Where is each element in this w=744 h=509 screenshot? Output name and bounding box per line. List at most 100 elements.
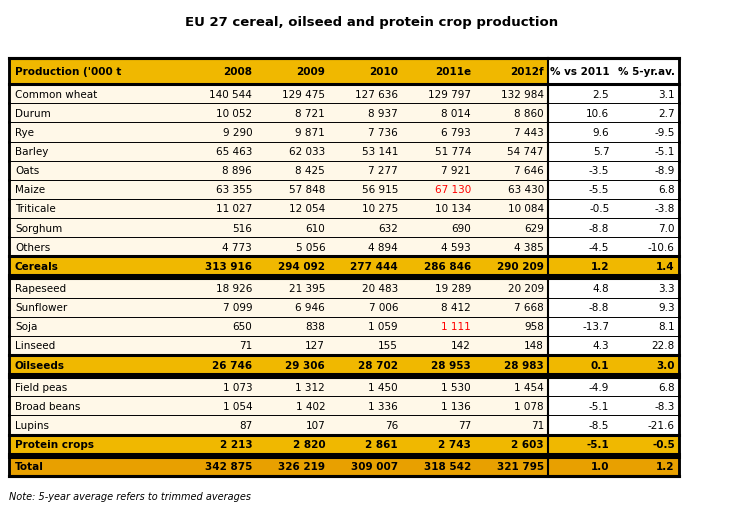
Text: 4.3: 4.3 <box>593 341 609 351</box>
Text: 1 402: 1 402 <box>295 401 325 411</box>
Text: 3.1: 3.1 <box>658 90 675 100</box>
Text: 7 736: 7 736 <box>368 128 398 138</box>
Bar <box>548 257 679 276</box>
Text: 8 896: 8 896 <box>222 166 252 176</box>
Text: 313 916: 313 916 <box>205 261 252 271</box>
Text: 8 860: 8 860 <box>514 108 544 119</box>
Bar <box>548 123 679 142</box>
Bar <box>9 180 548 200</box>
Text: 1.2: 1.2 <box>591 261 609 271</box>
Text: -10.6: -10.6 <box>648 242 675 252</box>
Text: 1 054: 1 054 <box>222 401 252 411</box>
Text: 22.8: 22.8 <box>652 341 675 351</box>
Text: 10 052: 10 052 <box>216 108 252 119</box>
Text: Protein crops: Protein crops <box>15 439 94 449</box>
Bar <box>548 59 679 85</box>
Text: 63 430: 63 430 <box>507 185 544 195</box>
Text: % vs 2011: % vs 2011 <box>550 67 609 77</box>
Bar <box>9 435 548 454</box>
Text: 57 848: 57 848 <box>289 185 325 195</box>
Bar <box>9 257 548 276</box>
Text: 2009: 2009 <box>296 67 325 77</box>
Text: 1 530: 1 530 <box>441 382 471 392</box>
Text: -8.9: -8.9 <box>655 166 675 176</box>
Text: 309 007: 309 007 <box>351 461 398 471</box>
Text: -9.5: -9.5 <box>655 128 675 138</box>
Text: 318 542: 318 542 <box>423 461 471 471</box>
Text: 6 946: 6 946 <box>295 302 325 313</box>
Bar <box>548 104 679 123</box>
Bar <box>9 355 548 374</box>
Text: 9 871: 9 871 <box>295 128 325 138</box>
Text: EU 27 cereal, oilseed and protein crop production: EU 27 cereal, oilseed and protein crop p… <box>185 16 559 30</box>
Text: 9.3: 9.3 <box>658 302 675 313</box>
Text: 516: 516 <box>232 223 252 233</box>
Text: -4.9: -4.9 <box>589 382 609 392</box>
Text: 7 443: 7 443 <box>514 128 544 138</box>
Text: Rapeseed: Rapeseed <box>15 284 66 294</box>
Bar <box>9 415 548 435</box>
Bar <box>548 457 679 476</box>
Text: -21.6: -21.6 <box>648 420 675 430</box>
Bar <box>548 355 679 374</box>
Text: 321 795: 321 795 <box>497 461 544 471</box>
Text: Barley: Barley <box>15 147 48 157</box>
Text: 2 861: 2 861 <box>365 439 398 449</box>
Text: 26 746: 26 746 <box>212 360 252 370</box>
Bar <box>548 279 679 298</box>
Text: 2 603: 2 603 <box>511 439 544 449</box>
Bar <box>9 123 548 142</box>
Text: % 5-yr.av.: % 5-yr.av. <box>618 67 675 77</box>
Bar <box>548 142 679 161</box>
Text: 63 355: 63 355 <box>216 185 252 195</box>
Text: Cereals: Cereals <box>15 261 59 271</box>
Text: Common wheat: Common wheat <box>15 90 97 100</box>
Text: -0.5: -0.5 <box>652 439 675 449</box>
Text: 7 646: 7 646 <box>514 166 544 176</box>
Text: 1 454: 1 454 <box>514 382 544 392</box>
Text: 155: 155 <box>378 341 398 351</box>
Bar <box>9 457 548 476</box>
Text: 8 014: 8 014 <box>441 108 471 119</box>
Text: 87: 87 <box>239 420 252 430</box>
Text: Soja: Soja <box>15 322 37 332</box>
Text: 7 277: 7 277 <box>368 166 398 176</box>
Text: 28 983: 28 983 <box>504 360 544 370</box>
Text: 10 084: 10 084 <box>507 204 544 214</box>
Text: 5.7: 5.7 <box>593 147 609 157</box>
Text: 1 059: 1 059 <box>368 322 398 332</box>
Text: 20 483: 20 483 <box>362 284 398 294</box>
Bar <box>548 161 679 180</box>
Text: 2011e: 2011e <box>434 67 471 77</box>
Text: 7 006: 7 006 <box>368 302 398 313</box>
Bar <box>9 336 548 355</box>
Text: 19 289: 19 289 <box>434 284 471 294</box>
Text: 28 953: 28 953 <box>432 360 471 370</box>
Text: 28 702: 28 702 <box>358 360 398 370</box>
Text: 1 111: 1 111 <box>441 322 471 332</box>
Text: 8 412: 8 412 <box>441 302 471 313</box>
Text: 1.0: 1.0 <box>591 461 609 471</box>
Bar <box>548 238 679 257</box>
Text: -13.7: -13.7 <box>583 322 609 332</box>
Text: Oats: Oats <box>15 166 39 176</box>
Text: 8 937: 8 937 <box>368 108 398 119</box>
Text: Rye: Rye <box>15 128 34 138</box>
Text: 71: 71 <box>239 341 252 351</box>
Text: 2 743: 2 743 <box>438 439 471 449</box>
Text: 6.8: 6.8 <box>658 382 675 392</box>
Text: 2 820: 2 820 <box>292 439 325 449</box>
Text: Lupins: Lupins <box>15 420 49 430</box>
Bar <box>548 180 679 200</box>
Text: 107: 107 <box>305 420 325 430</box>
Text: 7.0: 7.0 <box>658 223 675 233</box>
Text: Maize: Maize <box>15 185 45 195</box>
Text: 326 219: 326 219 <box>278 461 325 471</box>
Text: -3.5: -3.5 <box>589 166 609 176</box>
Text: 7 099: 7 099 <box>222 302 252 313</box>
Text: 10.6: 10.6 <box>586 108 609 119</box>
Text: 1.2: 1.2 <box>656 461 675 471</box>
Text: 5 056: 5 056 <box>295 242 325 252</box>
Text: 290 209: 290 209 <box>497 261 544 271</box>
Text: 1 136: 1 136 <box>441 401 471 411</box>
